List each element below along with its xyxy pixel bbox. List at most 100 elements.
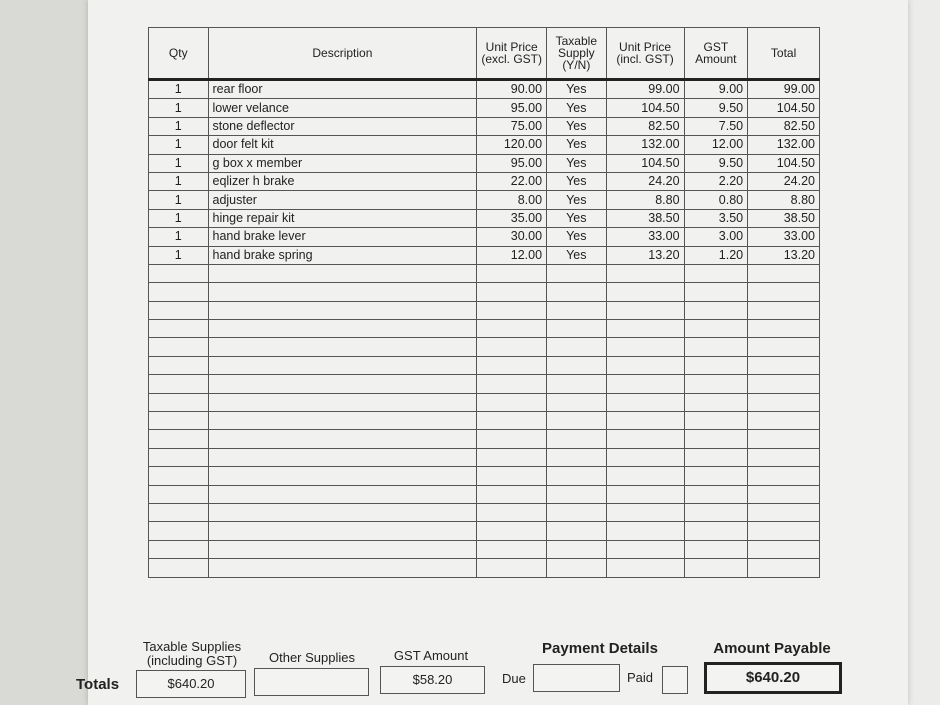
table-cell [207,263,478,284]
table-cell: 1 [148,227,209,247]
table-cell [605,411,685,431]
table-cell [546,484,607,504]
table-cell: Yes [546,227,607,247]
table-cell [207,374,478,394]
table-cell [207,355,478,376]
table-cell [148,319,209,339]
column-header: Unit Price (excl. GST) [476,27,548,81]
table-cell [683,466,749,486]
due-label: Due [502,671,526,686]
table-cell: 24.20 [605,171,685,192]
table-cell: 1 [148,98,209,118]
table-cell: 8.80 [747,190,820,210]
totals-label: Totals [76,676,120,693]
table-cell [683,521,749,541]
table-cell: lower velance [207,98,478,118]
table-cell [747,429,820,449]
table-cell [605,521,685,541]
table-cell [747,263,820,284]
table-cell: 3.00 [683,227,749,247]
table-row: 1 hand brake lever 30.00 Yes 33.00 3.00 33.00 [148,227,820,247]
paid-checkbox [662,666,688,694]
table-cell [207,539,478,560]
table-cell [476,429,548,449]
gst-amount-label: GST Amount [393,648,469,663]
table-cell [546,282,607,302]
table-cell [747,502,820,523]
table-cell: stone deflector [207,116,478,137]
table-cell [605,337,685,357]
table-cell [605,502,685,523]
table-cell: 132.00 [747,135,820,155]
table-cell: Yes [546,78,607,100]
table-cell [546,319,607,339]
column-header: Unit Price (incl. GST) [605,27,685,81]
paid-label: Paid [627,670,654,685]
table-cell [546,411,607,431]
table-cell [207,484,478,504]
table-cell: Yes [546,135,607,155]
table-cell [207,429,478,449]
table-cell [207,558,478,578]
table-cell [605,558,685,578]
table-cell: Yes [546,153,607,173]
table-cell: 1 [148,208,209,229]
table-row: 1 lower velance 95.00 Yes 104.50 9.50 104.50 [148,98,820,118]
table-cell: 9.50 [683,153,749,173]
table-cell: 33.00 [747,227,820,247]
table-header: Qty Description Unit Price (excl. GST) Taxa… [148,27,820,81]
empty-row [148,282,820,302]
column-header: Description [207,27,478,81]
table-cell: hinge repair kit [207,208,478,229]
empty-row [148,337,820,357]
table-cell [476,263,548,284]
table-cell: door felt kit [207,135,478,155]
table-cell: 0.80 [683,190,749,210]
table-cell: 30.00 [476,227,548,247]
table-cell: 1 [148,135,209,155]
table-cell [207,300,478,321]
table-cell [148,447,209,468]
table-cell: 104.50 [747,153,820,173]
table-cell: Yes [546,171,607,192]
payment-details-label: Payment Details [542,640,658,657]
table-cell [683,558,749,578]
table-cell: 38.50 [747,208,820,229]
table-cell: 9.50 [683,98,749,118]
table-cell: 1 [148,116,209,137]
table-cell [683,319,749,339]
table-cell [605,429,685,449]
table-cell: 3.50 [683,208,749,229]
table-cell: 13.20 [605,245,685,265]
table-cell [605,466,685,486]
table-cell [546,392,607,413]
table-cell [683,411,749,431]
table-cell: 1 [148,190,209,210]
amount-payable-value: $640.20 [704,662,842,694]
table-cell [207,337,478,357]
table-cell [148,374,209,394]
table-cell [148,558,209,578]
taxable-supplies-value: $640.20 [136,670,246,698]
table-cell [546,300,607,321]
table-cell: 90.00 [476,78,548,100]
amount-payable-label: Amount Payable [713,640,831,657]
table-cell [683,263,749,284]
table-cell [747,355,820,376]
gst-amount-value: $58.20 [380,666,485,694]
table-cell [207,392,478,413]
empty-row [148,374,820,394]
table-cell [148,300,209,321]
table-cell [683,282,749,302]
table-cell [683,502,749,523]
table-cell [207,411,478,431]
table-cell: Yes [546,98,607,118]
table-cell [476,521,548,541]
table-cell: hand brake spring [207,245,478,265]
empty-row [148,429,820,449]
table-cell: 12.00 [476,245,548,265]
table-cell [747,337,820,357]
table-cell [148,282,209,302]
table-cell: 104.50 [605,98,685,118]
